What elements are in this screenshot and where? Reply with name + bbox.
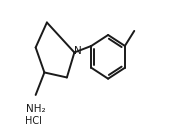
Text: NH₂: NH₂ bbox=[26, 104, 45, 114]
Text: N: N bbox=[74, 46, 82, 56]
Text: HCl: HCl bbox=[25, 116, 42, 126]
